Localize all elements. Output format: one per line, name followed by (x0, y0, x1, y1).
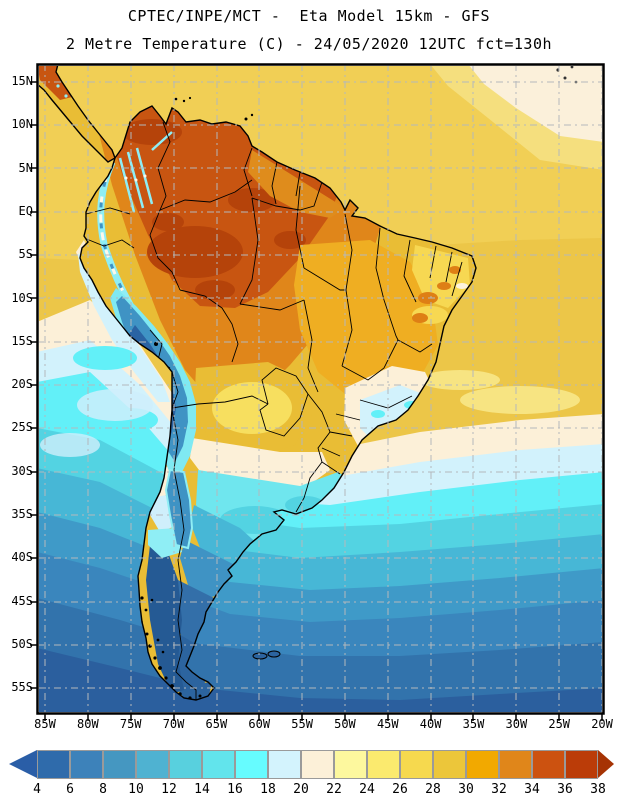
graticule (39, 66, 602, 712)
map-frame (30, 63, 605, 721)
map-interior (39, 66, 602, 712)
page-title: CPTEC/INPE/MCT - Eta Model 15km - GFS (127, 7, 491, 25)
page-subtitle: 2 Metre Temperature (C) - 24/05/2020 12U… (65, 35, 553, 53)
